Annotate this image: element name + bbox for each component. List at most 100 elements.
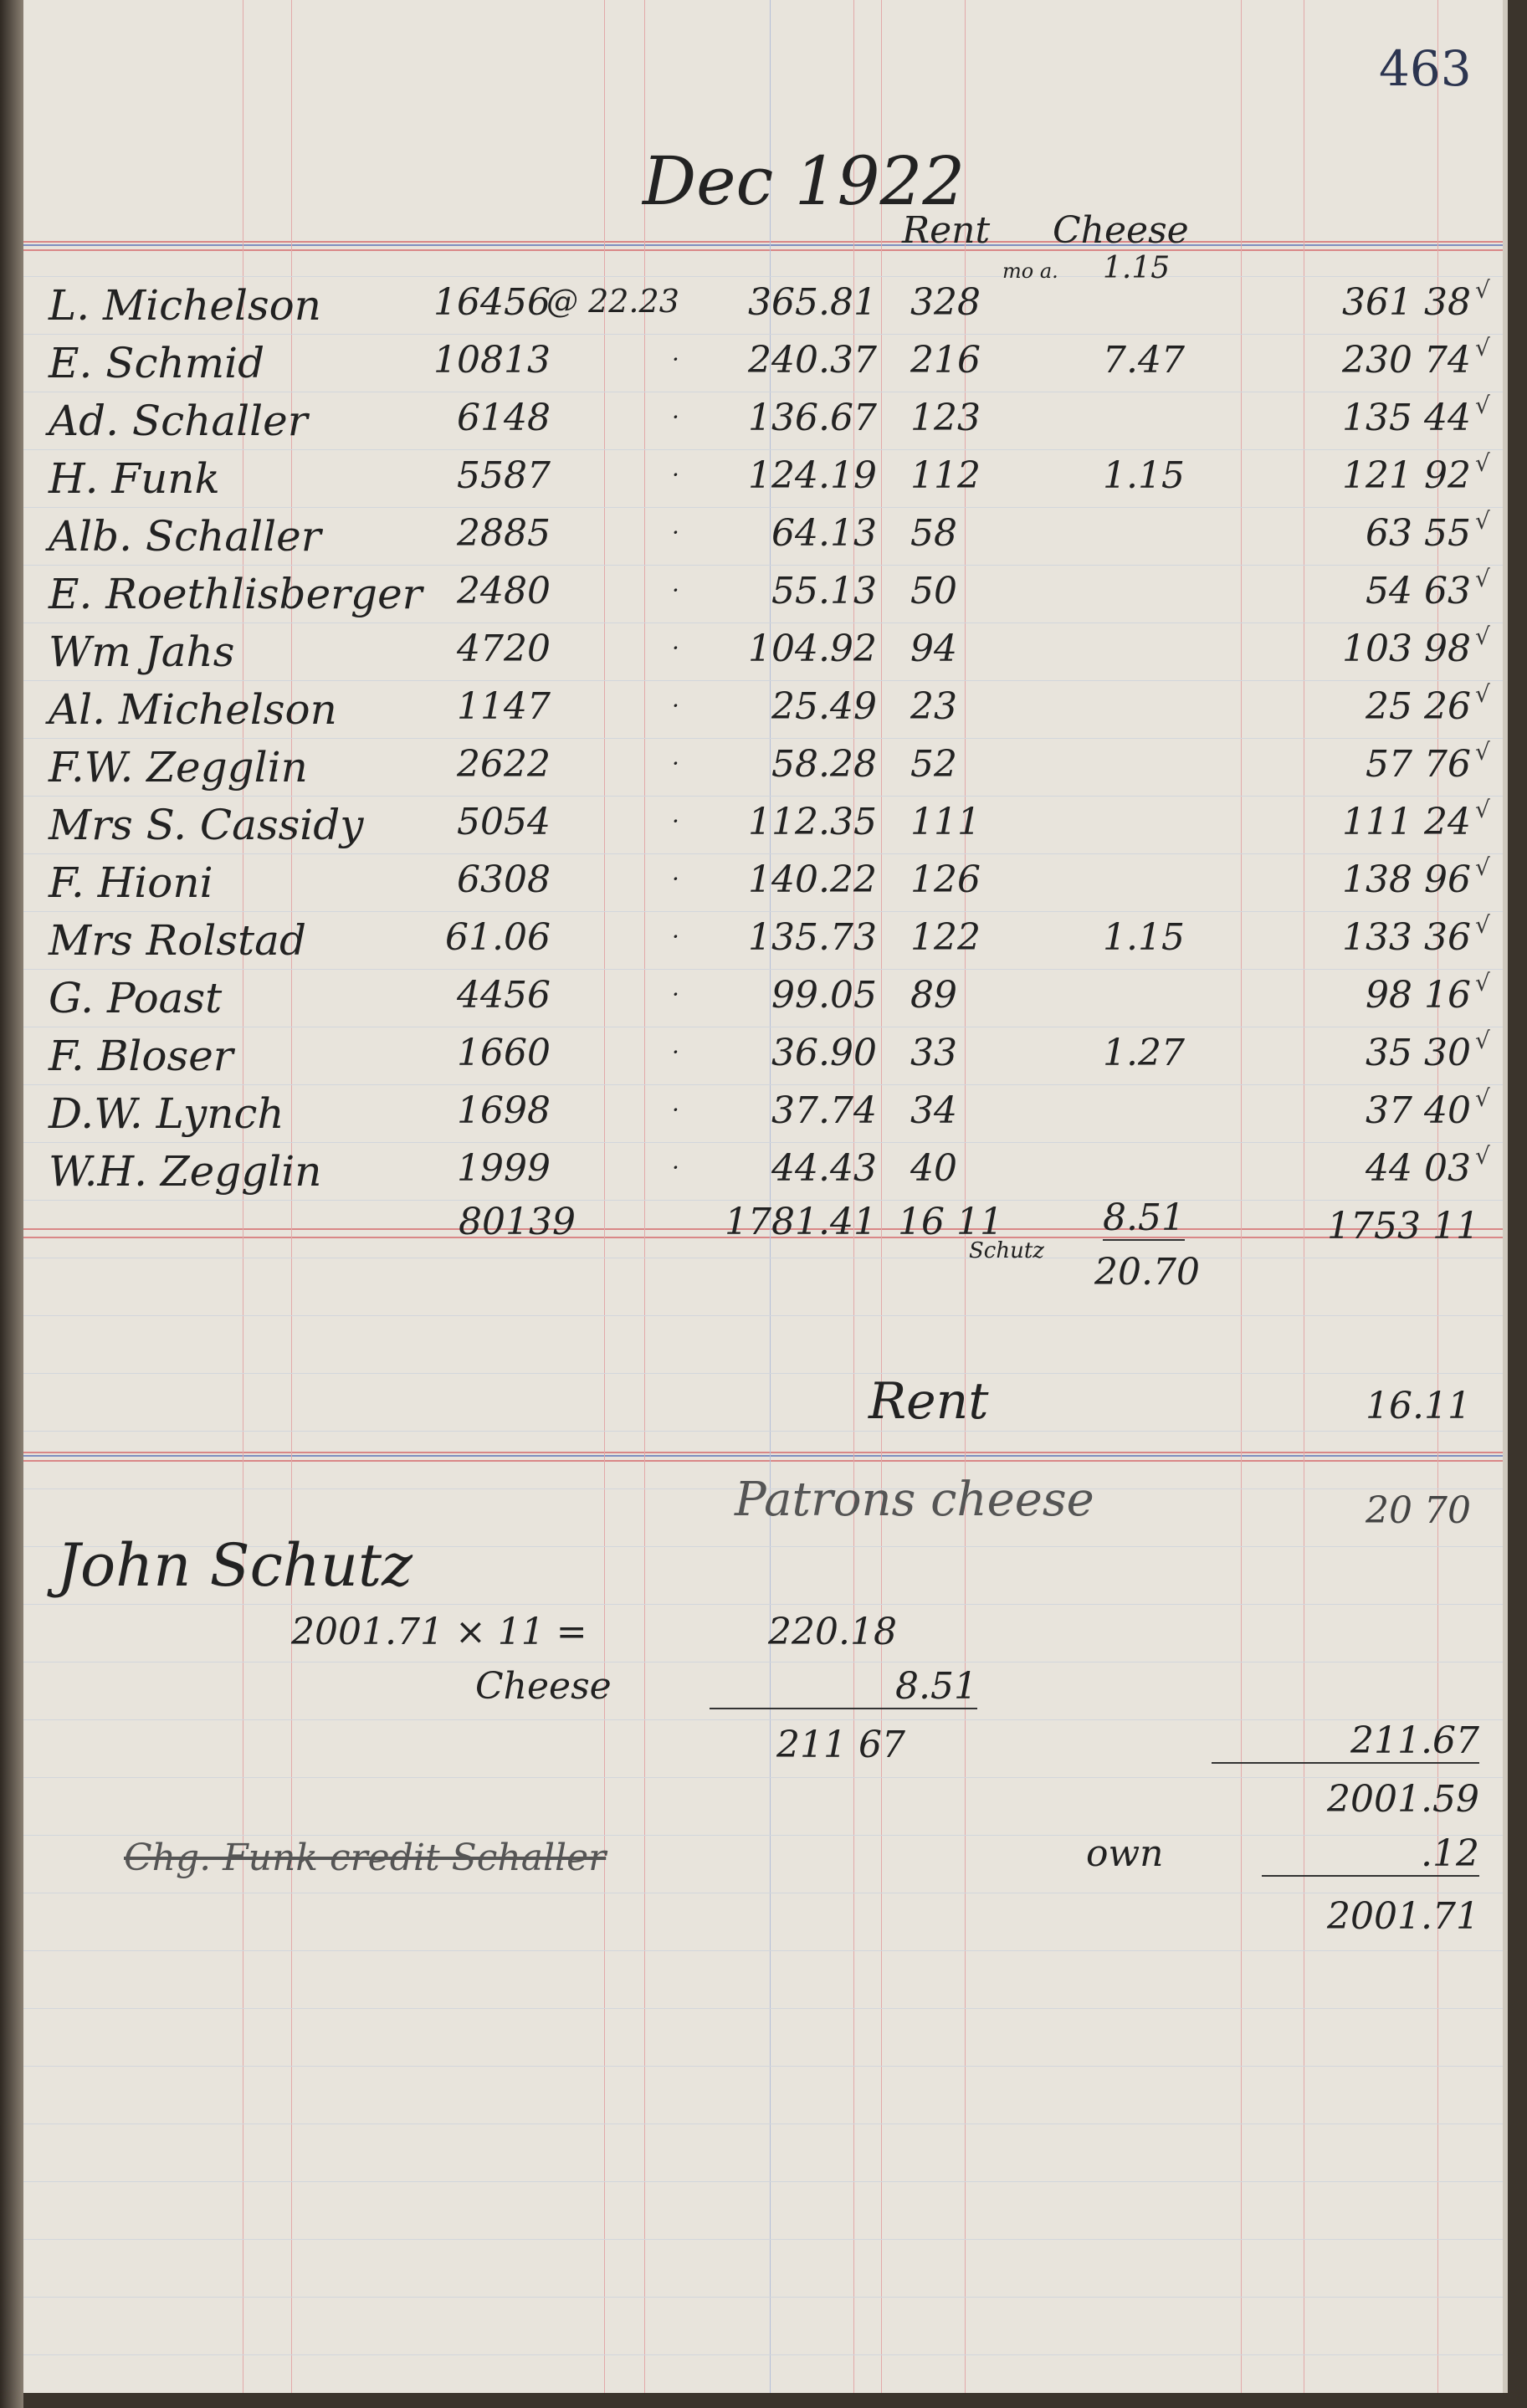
ruled-line: [23, 796, 1503, 797]
total: 133 36: [1342, 916, 1471, 959]
rent: 50: [910, 570, 957, 612]
ruled-line: [23, 622, 1503, 623]
ruled-line: [23, 1662, 1503, 1663]
double-rule: [23, 1452, 1503, 1462]
total-amount: 1781.41: [725, 1201, 877, 1243]
amount: 58.28: [771, 743, 877, 786]
rent: 23: [910, 685, 957, 728]
amount: 112.35: [748, 801, 877, 843]
ledger-row: F.W. Zegglin 2622 58.28 52 57 76 · √: [23, 738, 1503, 796]
ruled-line: [23, 1835, 1503, 1836]
ditto-mark: ·: [672, 692, 679, 720]
cheese-total: 20.70: [1094, 1251, 1200, 1294]
patron-name: Alb. Schaller: [49, 512, 321, 561]
check-mark-icon: √: [1475, 622, 1490, 650]
rent: 123: [910, 397, 981, 439]
check-mark-icon: √: [1475, 796, 1490, 823]
patron-name: Mrs S. Cassidy: [49, 801, 364, 849]
ruled-line: [23, 2239, 1503, 2240]
check-mark-icon: √: [1475, 969, 1490, 997]
total: 111 24: [1342, 801, 1471, 843]
person-name: John Schutz: [57, 1531, 412, 1600]
total: 57 76: [1366, 743, 1471, 786]
ditto-mark: ·: [672, 1096, 679, 1124]
milk-lbs: 4720: [457, 628, 551, 670]
milk-lbs: 61.06: [445, 916, 551, 959]
own-value: .12: [1262, 1832, 1479, 1877]
ruled-line: [23, 1546, 1503, 1547]
rent: 89: [910, 974, 957, 1017]
total: 37 40: [1366, 1089, 1471, 1132]
ruled-line: [23, 276, 1503, 277]
cheese-note-prefix: mo a.: [1002, 259, 1058, 283]
check-mark-icon: √: [1475, 1084, 1490, 1112]
column-rule: [853, 0, 854, 2393]
rent: 34: [910, 1089, 957, 1132]
check-mark-icon: √: [1475, 853, 1490, 881]
ruled-line: [23, 680, 1503, 681]
cheese-note-value: 1.15: [1103, 251, 1171, 285]
ruled-line: [23, 507, 1503, 508]
total: 103 98: [1342, 628, 1471, 670]
grand-total-final: 2001.71: [1327, 1895, 1479, 1938]
grand-total: 1753 11: [1327, 1205, 1479, 1248]
milk-lbs: 2622: [457, 743, 551, 786]
check-mark-icon: √: [1475, 680, 1490, 708]
patron-name: D.W. Lynch: [49, 1089, 284, 1138]
check-mark-icon: √: [1475, 392, 1490, 419]
page-heading: Dec 1922: [643, 142, 966, 220]
patron-name: E. Roethlisberger: [49, 570, 423, 618]
total: 230 74: [1342, 339, 1471, 382]
total: 25 26: [1366, 685, 1471, 728]
amount: 140.22: [748, 858, 877, 901]
total-rent: 16 11: [898, 1201, 1003, 1243]
rent-value: 16.11: [1366, 1385, 1471, 1427]
total: 121 92: [1342, 454, 1471, 497]
ruled-line: [23, 1488, 1503, 1489]
total-lbs: 80139: [459, 1201, 576, 1243]
milk-lbs: 16456: [433, 281, 551, 324]
ruled-line: [23, 2181, 1503, 2182]
ledger-row: L. Michelson 16456 365.81 328 361 38 √: [23, 276, 1503, 334]
milk-lbs: 4456: [457, 974, 551, 1017]
right-net: 211.67: [1212, 1719, 1479, 1764]
page-number: 463: [1379, 40, 1472, 97]
milk-lbs: 1698: [457, 1089, 551, 1132]
column-rule: [604, 0, 605, 2393]
rent: 52: [910, 743, 957, 786]
ditto-mark: ·: [672, 1154, 679, 1181]
check-mark-icon: √: [1475, 738, 1490, 766]
cheese: 1.15: [1103, 454, 1185, 497]
ledger-row: E. Schmid 10813 240.37 216 7.47 230 74 · √: [23, 334, 1503, 392]
ruled-line: [23, 1777, 1503, 1778]
ledger-row: E. Roethlisberger 2480 55.13 50 54 63 · √: [23, 565, 1503, 622]
milk-lbs: 1660: [457, 1032, 551, 1074]
amount: 104.92: [748, 628, 877, 670]
amount: 99.05: [771, 974, 877, 1017]
calc-line: 2001.71 × 11 =: [291, 1611, 587, 1653]
milk-lbs: 2885: [457, 512, 551, 555]
ledger-row: D.W. Lynch 1698 37.74 34 37 40 · √: [23, 1084, 1503, 1142]
total-cheese: 8.51: [1103, 1196, 1185, 1241]
ditto-mark: ·: [672, 634, 679, 662]
cheese: 7.47: [1103, 339, 1185, 382]
rent: 58: [910, 512, 957, 555]
column-rule: [965, 0, 966, 2393]
ruled-line: [23, 853, 1503, 854]
total: 135 44: [1342, 397, 1471, 439]
rent-header: Rent: [902, 209, 991, 252]
milk-lbs: 6148: [457, 397, 551, 439]
rent: 328: [910, 281, 981, 324]
ruled-line: [23, 1719, 1503, 1720]
patron-name: G. Poast: [49, 974, 223, 1022]
rent: 33: [910, 1032, 957, 1074]
column-rule-blue: [770, 0, 771, 2393]
rent-label: Rent: [869, 1372, 989, 1431]
cheese-label: Patrons cheese: [735, 1473, 1094, 1527]
ruled-line: [23, 1142, 1503, 1143]
ledger-row: Wm Jahs 4720 104.92 94 103 98 · √: [23, 622, 1503, 680]
cheese: 1.15: [1103, 916, 1185, 959]
patron-name: H. Funk: [49, 454, 220, 503]
ruled-line: [23, 1950, 1503, 1951]
ditto-mark: ·: [672, 576, 679, 604]
